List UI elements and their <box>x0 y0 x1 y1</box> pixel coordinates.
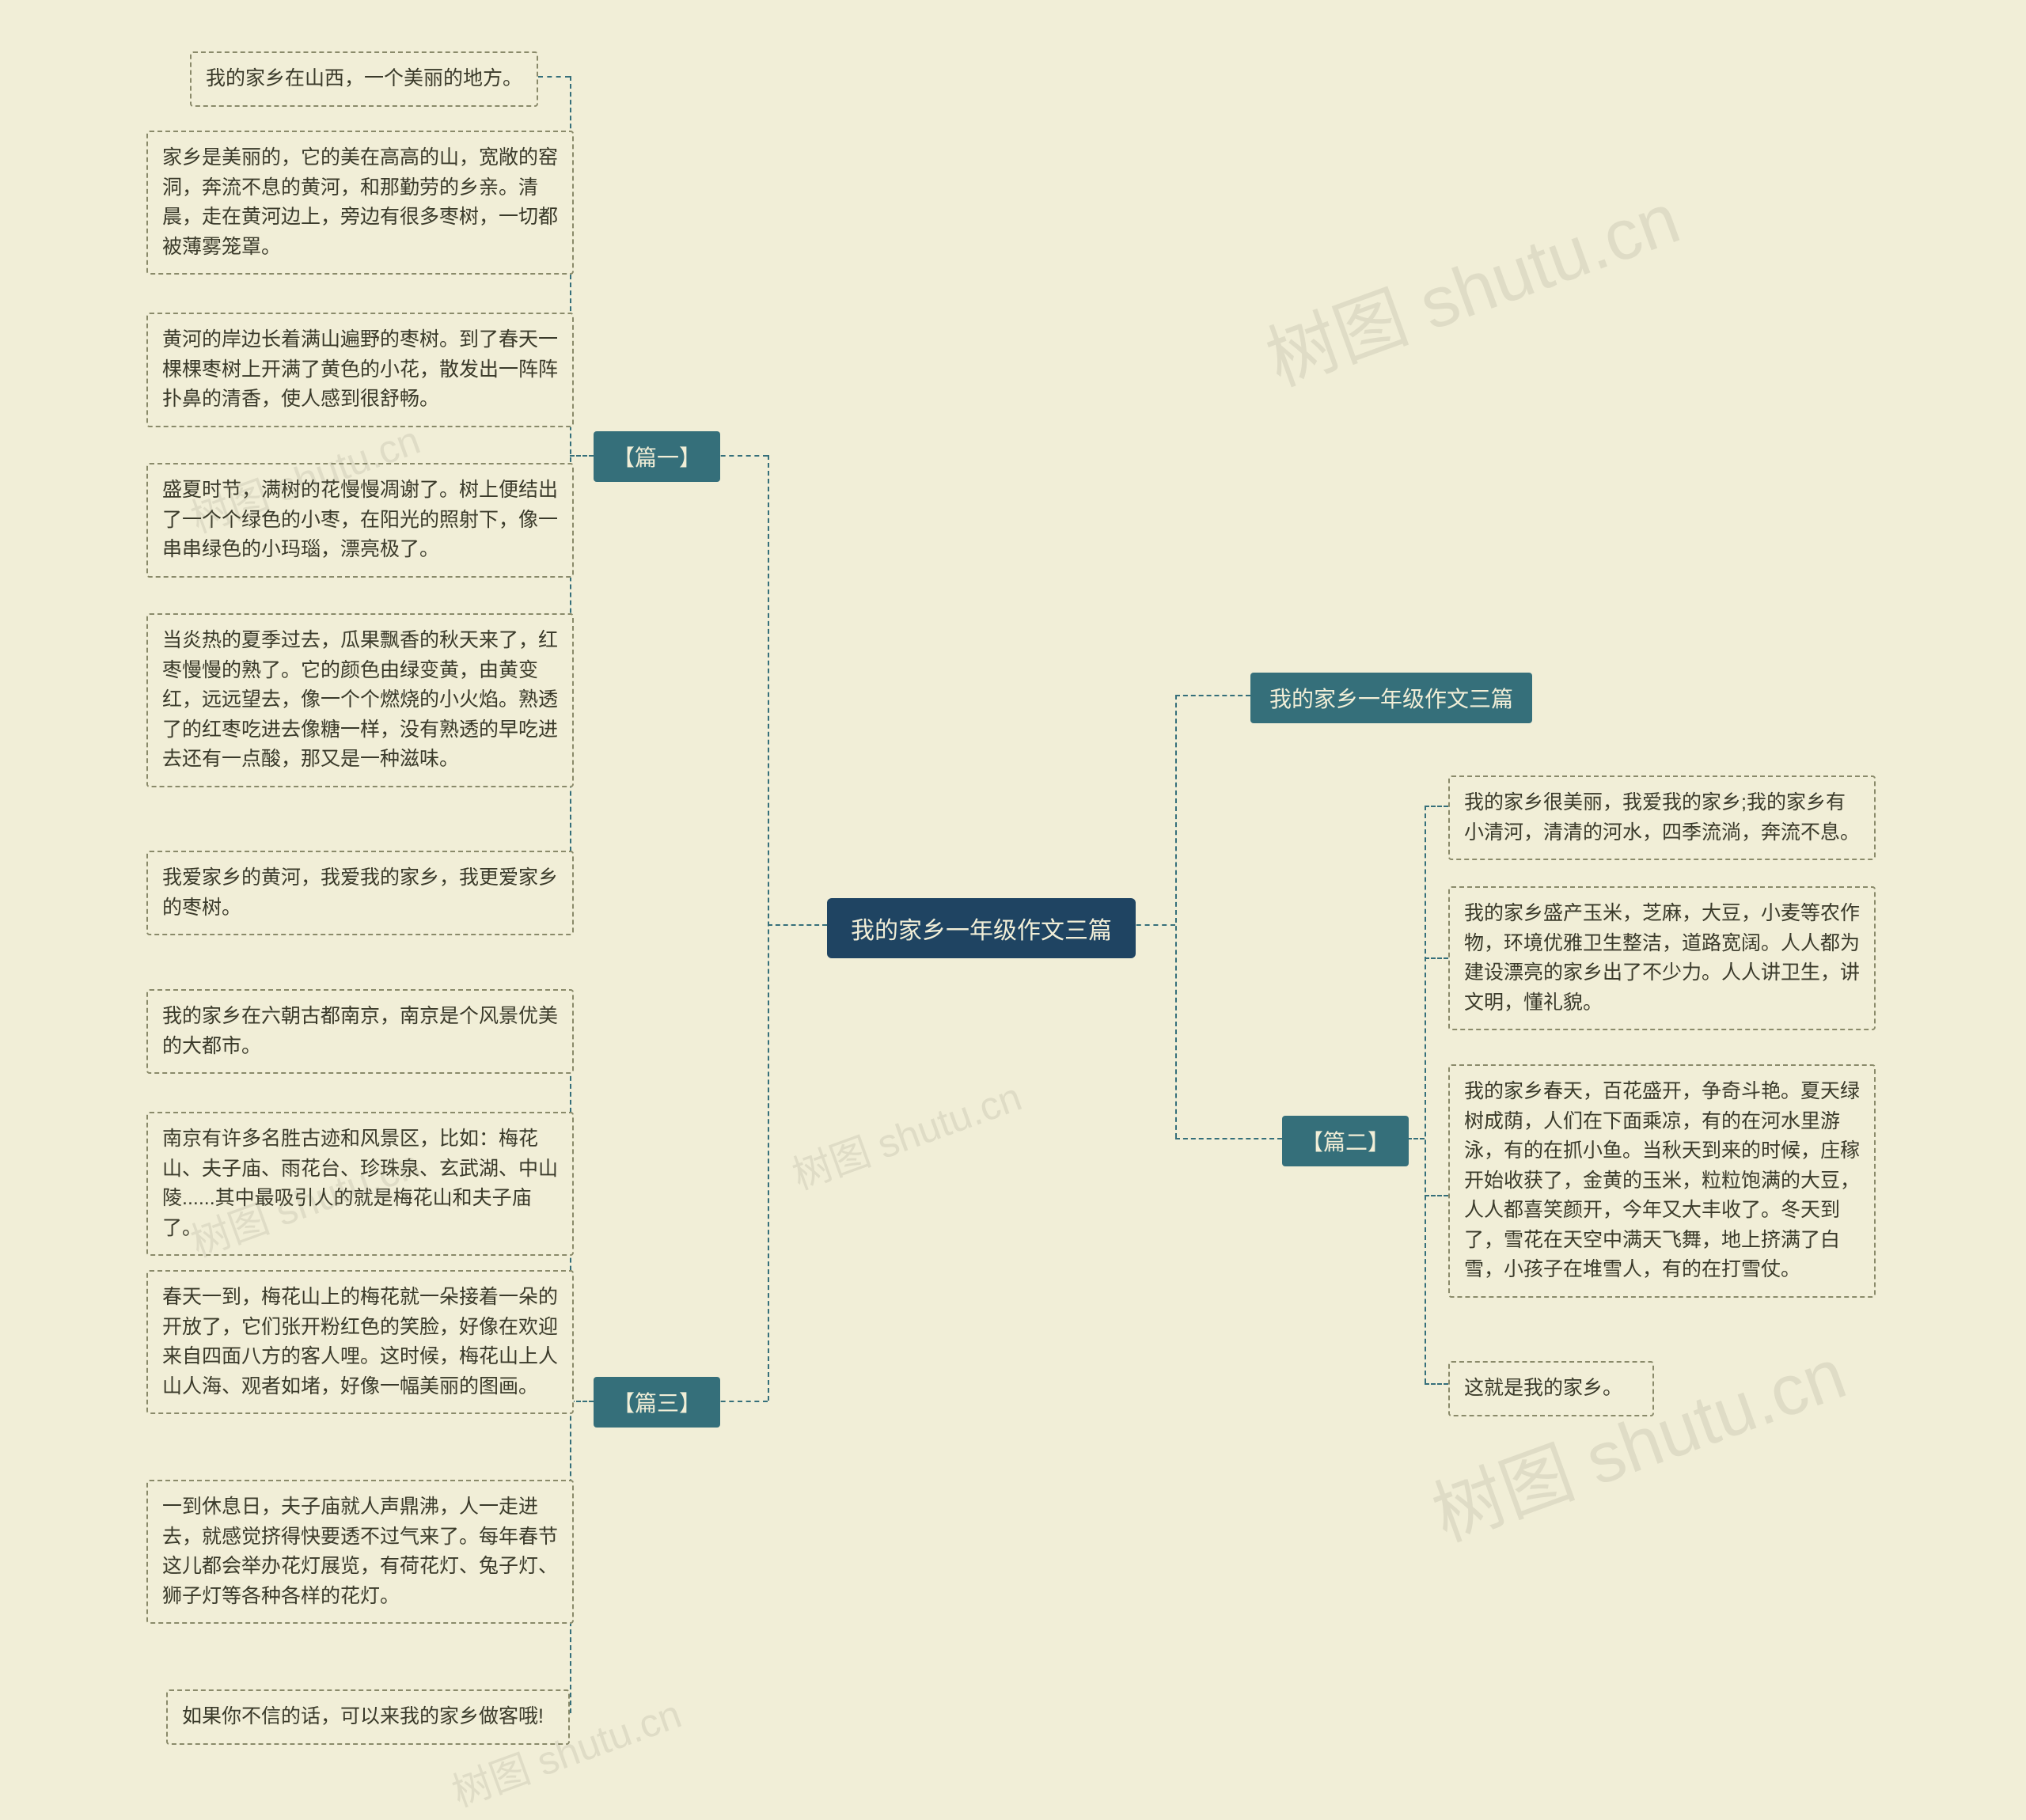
watermark-text: 树图 shutu.cn <box>1417 1317 1857 1561</box>
mindmap-connector <box>1425 1195 1448 1196</box>
leaf-essay2-p3: 我的家乡春天，百花盛开，争奇斗艳。夏天绿树成荫，人们在下面乘凉，有的在河水里游泳… <box>1448 1064 1876 1298</box>
branch-essay-3: 【篇三】 <box>594 1377 720 1428</box>
mindmap-connector <box>538 76 570 78</box>
mindmap-connector <box>1425 806 1448 807</box>
leaf-essay1-p4: 盛夏时节，满树的花慢慢凋谢了。树上便结出了一个个绿色的小枣，在阳光的照射下，像一… <box>146 463 574 578</box>
mindmap-connector <box>1175 695 1177 1138</box>
leaf-essay3-p3: 春天一到，梅花山上的梅花就一朵接着一朵的开放了，它们张开粉红色的笑脸，好像在欢迎… <box>146 1270 574 1414</box>
mindmap-connector <box>1175 1138 1282 1139</box>
leaf-essay3-p4: 一到休息日，夫子庙就人声鼎沸，人一走进去，就感觉挤得快要透不过气来了。每年春节这… <box>146 1480 574 1624</box>
leaf-essay1-p6: 我爱家乡的黄河，我爱我的家乡，我更爱家乡的枣树。 <box>146 851 574 935</box>
branch-essay-2: 【篇二】 <box>1282 1116 1409 1166</box>
mindmap-connector <box>712 455 768 457</box>
watermark-text: 树图 shutu.cn <box>1250 161 1691 406</box>
branch-right-title: 我的家乡一年级作文三篇 <box>1250 673 1532 723</box>
leaf-essay2-p4: 这就是我的家乡。 <box>1448 1361 1654 1416</box>
mindmap-canvas: { "colors": { "background": "#f1eed7", "… <box>0 0 2026 1820</box>
root-node: 我的家乡一年级作文三篇 <box>827 898 1136 958</box>
mindmap-connector <box>1425 957 1448 959</box>
leaf-essay3-p2: 南京有许多名胜古迹和风景区，比如：梅花山、夫子庙、雨花台、珍珠泉、玄武湖、中山陵… <box>146 1112 574 1256</box>
mindmap-connector <box>712 1401 768 1402</box>
leaf-essay1-p2: 家乡是美丽的，它的美在高高的山，宽敞的窑洞，奔流不息的黄河，和那勤劳的乡亲。清晨… <box>146 131 574 275</box>
leaf-essay1-p3: 黄河的岸边长着满山遍野的枣树。到了春天一棵棵枣树上开满了黄色的小花，散发出一阵阵… <box>146 313 574 427</box>
mindmap-connector <box>768 455 769 1401</box>
mindmap-connector <box>768 924 827 926</box>
leaf-essay1-p1: 我的家乡在山西，一个美丽的地方。 <box>190 51 538 107</box>
watermark-text: 树图 shutu.cn <box>783 1065 1028 1200</box>
leaf-essay2-p2: 我的家乡盛产玉米，芝麻，大豆，小麦等农作物，环境优雅卫生整洁，道路宽阔。人人都为… <box>1448 886 1876 1030</box>
leaf-essay3-p1: 我的家乡在六朝古都南京，南京是个风景优美的大都市。 <box>146 989 574 1074</box>
leaf-essay3-p5: 如果你不信的话，可以来我的家乡做客哦! <box>166 1689 570 1745</box>
branch-essay-1: 【篇一】 <box>594 431 720 482</box>
mindmap-connector <box>1175 695 1250 696</box>
mindmap-connector <box>570 455 594 457</box>
leaf-essay2-p1: 我的家乡很美丽，我爱我的家乡;我的家乡有小清河，清清的河水，四季流淌，奔流不息。 <box>1448 775 1876 860</box>
leaf-essay1-p5: 当炎热的夏季过去，瓜果飘香的秋天来了，红枣慢慢的熟了。它的颜色由绿变黄，由黄变红… <box>146 613 574 787</box>
mindmap-connector <box>1425 1383 1448 1385</box>
mindmap-connector <box>1425 806 1426 1383</box>
